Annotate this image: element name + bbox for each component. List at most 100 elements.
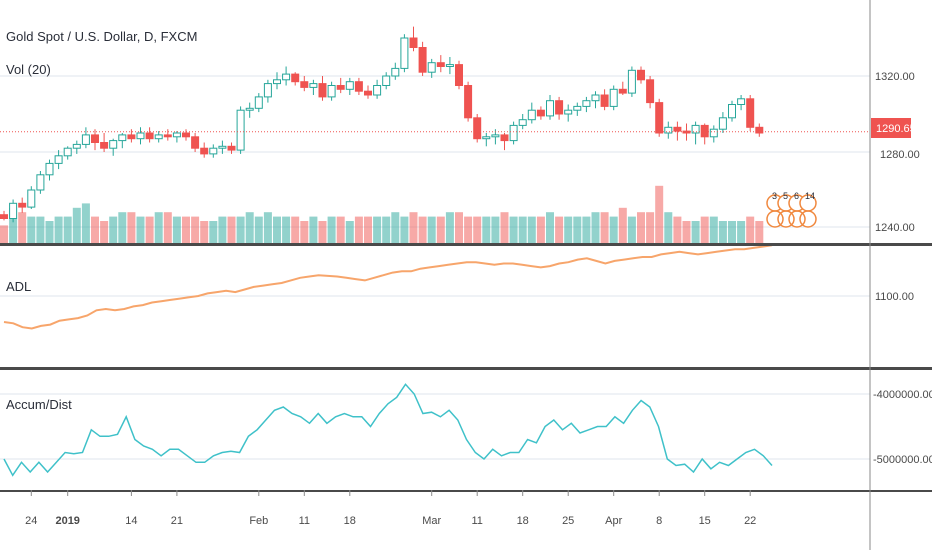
- candle: [218, 140, 227, 154]
- volume-label: Vol (20): [6, 62, 51, 77]
- x-tick-label: 8: [656, 515, 662, 527]
- ad-tick-label: -4000000.0000: [873, 389, 932, 401]
- adl-series-line: [3, 244, 773, 330]
- accumdist-pane[interactable]: Accum/Dist: [3, 383, 773, 477]
- candle: [118, 133, 127, 149]
- x-tick-label: 2019: [55, 515, 79, 527]
- volume-bar: [573, 216, 582, 243]
- candle: [464, 81, 473, 122]
- event-marker-label: 3: [772, 191, 777, 201]
- x-tick-label: Apr: [605, 515, 622, 527]
- candle: [0, 210, 8, 221]
- volume-bar: [546, 212, 554, 243]
- candle: [127, 129, 136, 143]
- price-pane[interactable]: 3 5 6 14 Gold Spot / U.S. Dollar, D, FXCM V…: [0, 26, 870, 243]
- volume-bar: [691, 221, 700, 243]
- volume-bar: [27, 216, 36, 243]
- volume-bar: [245, 212, 254, 243]
- volume-bar: [755, 221, 764, 243]
- candle: [354, 77, 363, 95]
- candle: [482, 133, 491, 147]
- price-axis[interactable]: 1320.00 1280.00 1240.00 1290.65 1100.00 …: [871, 71, 932, 466]
- candle: [400, 34, 409, 73]
- y-tick-label: 1320.00: [875, 71, 915, 83]
- candle: [755, 123, 764, 137]
- x-tick-label: Mar: [422, 515, 441, 527]
- volume-bar: [646, 212, 655, 243]
- candle: [54, 150, 63, 170]
- candle: [27, 186, 36, 209]
- candle: [509, 121, 518, 145]
- volume-bar: [254, 216, 263, 243]
- candle: [254, 93, 263, 113]
- candle: [536, 106, 545, 120]
- volume-bar: [373, 216, 382, 243]
- candle: [236, 106, 245, 154]
- volume-bar: [700, 216, 709, 243]
- candle: [637, 66, 645, 84]
- candle: [382, 72, 391, 90]
- candle: [691, 121, 700, 145]
- candle: [45, 159, 54, 181]
- candle: [145, 127, 154, 143]
- volume-bar: [336, 216, 345, 243]
- candle: [500, 133, 509, 151]
- volume-bars: [0, 185, 764, 243]
- x-tick-label: 11: [299, 515, 310, 527]
- volume-bar: [273, 216, 281, 243]
- time-axis[interactable]: 24 2019 14 21 Feb 11 18 Mar 11 18 25 Apr 8 15 22: [25, 490, 756, 527]
- candle: [300, 76, 309, 92]
- volume-bar: [309, 216, 318, 243]
- x-tick-label: 15: [699, 515, 711, 527]
- candle: [709, 125, 718, 143]
- volume-bar: [518, 216, 527, 243]
- last-price-label: 1290.65: [876, 123, 916, 135]
- volume-bar: [182, 216, 190, 243]
- volume-bar: [218, 216, 227, 243]
- volume-bar: [536, 216, 545, 243]
- volume-bar: [746, 216, 755, 243]
- candle: [63, 146, 72, 160]
- event-marker-label: 5: [783, 191, 788, 201]
- volume-bar: [564, 216, 573, 243]
- candle: [9, 199, 18, 223]
- candle: [163, 129, 172, 141]
- volume-bar: [391, 212, 400, 243]
- candle: [81, 127, 90, 149]
- candle: [373, 79, 382, 99]
- volume-bar: [609, 216, 618, 243]
- candle: [700, 123, 709, 145]
- volume-bar: [109, 216, 118, 243]
- volume-bar: [227, 216, 236, 243]
- candle: [364, 85, 372, 99]
- volume-bar: [718, 221, 727, 243]
- candle: [518, 114, 527, 130]
- event-marker-label: 14: [805, 191, 815, 201]
- candle: [391, 62, 400, 80]
- accumdist-label: Accum/Dist: [6, 397, 72, 412]
- event-markers[interactable]: 3 5 6 14: [766, 191, 817, 228]
- candle: [627, 66, 636, 97]
- adl-tick-label: 1100.00: [875, 291, 914, 303]
- candle: [36, 171, 45, 194]
- volume-bar: [154, 212, 163, 243]
- volume-bar: [354, 216, 363, 243]
- x-tick-label: 21: [171, 515, 183, 527]
- volume-bar: [709, 216, 718, 243]
- volume-bar: [527, 216, 536, 243]
- candle: [546, 95, 554, 120]
- volume-bar: [655, 185, 664, 243]
- candle: [600, 89, 609, 111]
- adl-pane[interactable]: ADL: [3, 244, 773, 330]
- candle: [136, 127, 145, 145]
- volume-bar: [9, 207, 18, 243]
- event-marker[interactable]: 14: [799, 191, 817, 228]
- x-tick-label: 11: [471, 515, 482, 527]
- volume-bar: [418, 216, 427, 243]
- candle: [555, 96, 564, 120]
- volume-bar: [345, 221, 354, 243]
- volume-bar: [118, 212, 127, 243]
- volume-bar: [737, 221, 746, 243]
- volume-bar: [300, 221, 309, 243]
